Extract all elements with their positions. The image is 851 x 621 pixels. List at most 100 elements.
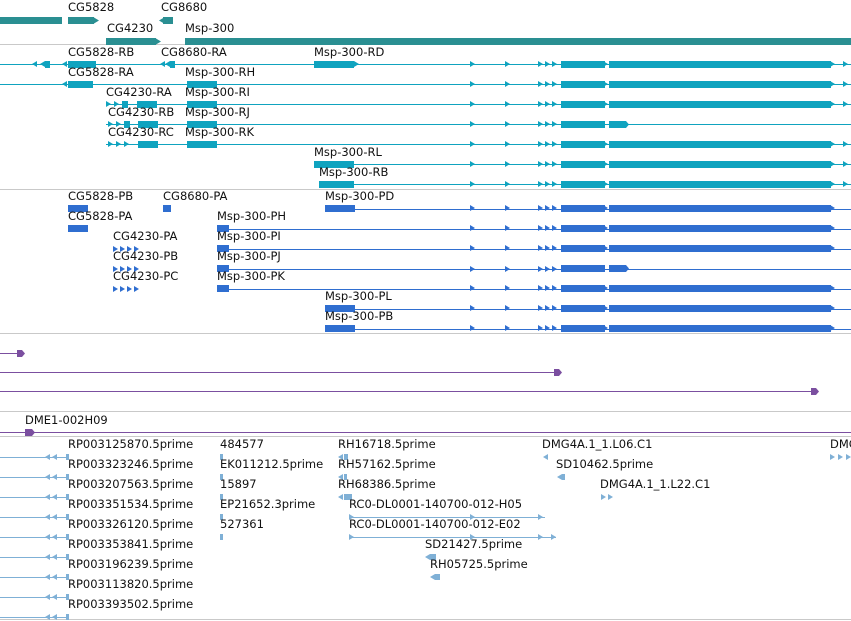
est-label[interactable]: SD21427.5prime [425, 537, 523, 551]
est-label[interactable]: EK011212.5prime [220, 457, 324, 471]
exon-block [609, 305, 831, 312]
transcript-label[interactable]: Msp-300-RI [185, 85, 250, 99]
est-label[interactable]: DMG [830, 437, 851, 451]
est-label[interactable]: RH16718.5prime [338, 437, 436, 451]
polypeptide-label[interactable]: CG5828-PB [68, 189, 134, 203]
strand-arrow [52, 474, 57, 480]
strand-arrow [505, 181, 510, 187]
exon-block [187, 121, 217, 128]
est-label[interactable]: RP003326120.5prime [68, 517, 194, 531]
est-label[interactable]: 527361 [220, 517, 264, 531]
gene-label-msp300[interactable]: Msp-300 [185, 21, 235, 35]
est-label[interactable]: RH05725.5prime [430, 557, 528, 571]
clone-label[interactable]: DME1-002H09 [25, 413, 108, 427]
polypeptide-label[interactable]: CG8680-PA [163, 189, 228, 203]
est-label[interactable]: RP003196239.5prime [68, 557, 194, 571]
strand-arrow [603, 225, 608, 231]
est-label[interactable]: RC0-DL0001-140700-012-E02 [349, 517, 521, 531]
transcript-label[interactable]: CG4230-RB [108, 105, 175, 119]
est-label[interactable]: RH57162.5prime [338, 457, 436, 471]
est-block [344, 494, 352, 500]
strand-arrow [106, 101, 111, 107]
exon-block [609, 121, 629, 128]
strand-arrow [116, 121, 121, 127]
gene-glyph [185, 38, 851, 45]
strand-arrow [45, 474, 50, 480]
strand-arrow [116, 141, 121, 147]
strand-arrow [603, 305, 608, 311]
polypeptide-label[interactable]: CG4230-PB [113, 249, 179, 263]
transcript-label[interactable]: CG4230-RC [108, 125, 174, 139]
est-label[interactable]: RP003125870.5prime [68, 437, 194, 451]
est-label[interactable]: RH68386.5prime [338, 477, 436, 491]
strand-arrow [505, 225, 510, 231]
polypeptide-label[interactable]: Msp-300-PK [217, 269, 285, 283]
est-label[interactable]: RP003207563.5prime [68, 477, 194, 491]
polypeptide-label[interactable]: Msp-300-PI [217, 229, 281, 243]
est-label[interactable]: RC0-DL0001-140700-012-H05 [349, 497, 523, 511]
transcript-label[interactable]: Msp-300-RD [314, 45, 385, 59]
strand-arrow [45, 614, 50, 620]
est-block [220, 474, 223, 480]
polypeptide-label[interactable]: CG4230-PC [113, 269, 179, 283]
strand-arrow [603, 81, 608, 87]
strand-arrow [552, 141, 557, 147]
gene-glyph [0, 17, 62, 24]
strand-arrow [543, 454, 548, 460]
strand-arrow [843, 81, 848, 87]
transcript-label[interactable]: Msp-300-RH [185, 65, 256, 79]
est-label[interactable]: RP003113820.5prime [68, 577, 194, 591]
est-label[interactable]: 15897 [220, 477, 257, 491]
exon-block [68, 81, 93, 88]
exon-block [561, 61, 605, 68]
exon-block [122, 101, 128, 108]
est-label[interactable]: SD10462.5prime [556, 457, 654, 471]
est-label[interactable]: DMG4A.1_1.L06.C1 [542, 437, 653, 451]
gene-label-cg8680[interactable]: CG8680 [161, 0, 208, 14]
gene-glyph [106, 38, 156, 45]
exon-block [609, 205, 831, 212]
polypeptide-label[interactable]: CG5828-PA [68, 209, 133, 223]
transcript-label[interactable]: Msp-300-RJ [185, 105, 250, 119]
transcript-label[interactable]: Msp-300-RL [314, 145, 382, 159]
strand-arrow [552, 181, 557, 187]
polypeptide-label[interactable]: Msp-300-PD [325, 189, 395, 203]
exon-block [217, 245, 229, 252]
transcript-label[interactable]: CG5828-RA [68, 65, 134, 79]
est-label[interactable]: RP003351534.5prime [68, 497, 194, 511]
transcript-label[interactable]: CG4230-RA [106, 85, 172, 99]
gene-label-cg4230[interactable]: CG4230 [107, 21, 154, 35]
strand-arrow [338, 454, 343, 460]
est-label[interactable]: EP21652.3prime [220, 497, 316, 511]
strand-arrow [545, 121, 550, 127]
est-label[interactable]: DMG4A.1_1.L22.C1 [600, 477, 711, 491]
est-block [220, 454, 223, 460]
strand-arrow [538, 81, 543, 87]
polypeptide-label[interactable]: Msp-300-PJ [217, 249, 281, 263]
exon-block [609, 61, 831, 68]
polypeptide-label[interactable]: Msp-300-PH [217, 209, 287, 223]
est-label[interactable]: RP003323246.5prime [68, 457, 194, 471]
polypeptide-label[interactable]: Msp-300-PB [325, 309, 394, 323]
strand-arrow [505, 101, 510, 107]
polypeptide-label[interactable]: CG4230-PA [113, 229, 178, 243]
strand-arrow [545, 61, 550, 67]
est-label[interactable]: RP003353841.5prime [68, 537, 194, 551]
exon-block [561, 305, 605, 312]
strand-arrow [830, 161, 835, 167]
gene-label-cg5828[interactable]: CG5828 [68, 0, 115, 14]
strand-arrow [538, 514, 543, 520]
strand-arrow [552, 266, 557, 272]
transcript-label[interactable]: CG5828-RB [68, 45, 135, 59]
exon-block [609, 265, 629, 272]
exon-block [609, 181, 831, 188]
transcript-label[interactable]: CG8680-RA [161, 45, 227, 59]
polypeptide-label[interactable]: Msp-300-PL [325, 289, 392, 303]
strand-arrow [552, 245, 557, 251]
strand-arrow [545, 101, 550, 107]
est-label[interactable]: RP003393502.5prime [68, 597, 194, 611]
est-label[interactable]: 484577 [220, 437, 264, 451]
transcript-label[interactable]: Msp-300-RK [185, 125, 254, 139]
transcript-label[interactable]: Msp-300-RB [319, 165, 389, 179]
strand-arrow [830, 141, 835, 147]
